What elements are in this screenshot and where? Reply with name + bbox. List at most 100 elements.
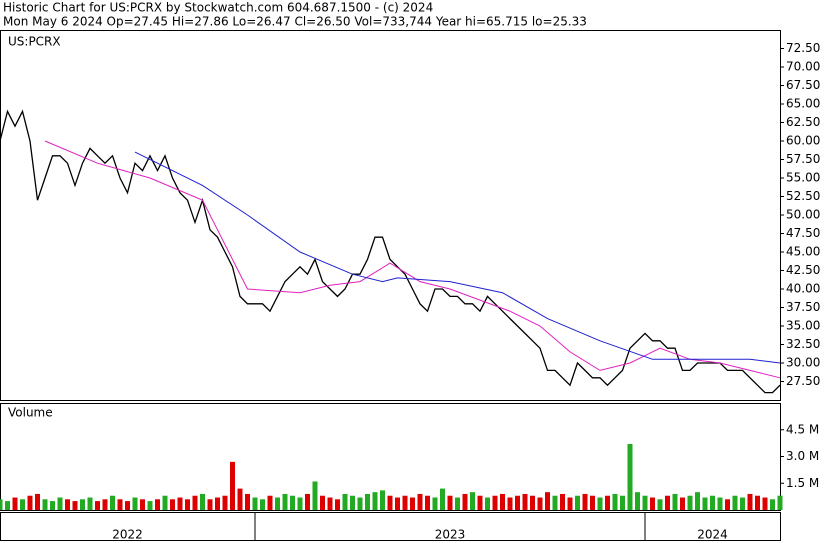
volume-bar: [177, 497, 183, 510]
volume-bar: [95, 501, 100, 510]
volume-bar: [372, 492, 378, 510]
volume-tick-label: 1.5 M: [786, 476, 819, 490]
volume-bar: [597, 497, 603, 510]
volume-bar: [312, 481, 318, 510]
y-tick-label: 32.50: [786, 337, 820, 351]
volume-bar: [50, 501, 55, 510]
volume-bar: [762, 497, 768, 510]
volume-bar: [72, 501, 78, 510]
volume-bar: [57, 497, 63, 510]
volume-bar: [657, 499, 663, 510]
volume-bar: [222, 495, 228, 510]
volume-bar: [12, 497, 18, 510]
y-tick-label: 57.50: [786, 152, 820, 166]
volume-bar: [185, 499, 190, 510]
volume-bar: [605, 495, 610, 510]
volume-bar: [327, 497, 333, 510]
volume-bar: [537, 497, 543, 510]
volume-bar: [125, 501, 130, 510]
y-tick-label: 47.50: [786, 226, 820, 240]
y-tick-label: 62.50: [786, 115, 820, 129]
y-tick-label: 70.00: [786, 60, 820, 74]
volume-bar: [612, 493, 618, 510]
volume-bar: [402, 495, 408, 510]
y-tick-label: 67.50: [786, 78, 820, 92]
volume-bar: [342, 493, 348, 510]
volume-bar: [282, 493, 288, 510]
volume-bar: [635, 492, 640, 510]
volume-bar: [365, 493, 370, 510]
volume-bar: [590, 495, 595, 510]
year-label: 2024: [697, 528, 728, 542]
volume-bar: [462, 493, 468, 510]
volume-bar: [297, 497, 303, 510]
y-tick-label: 52.50: [786, 189, 820, 203]
volume-bar: [155, 499, 160, 510]
volume-bar: [380, 490, 385, 510]
volume-bar: [717, 497, 723, 510]
y-tick-label: 50.00: [786, 208, 820, 222]
volume-bar: [470, 492, 475, 510]
volume-bar: [110, 495, 115, 510]
volume-bar: [35, 493, 40, 510]
volume-bar: [132, 497, 138, 510]
volume-bar: [642, 495, 648, 510]
volume-bar: [725, 499, 730, 510]
volume-bar: [87, 497, 93, 510]
chart-subtitle: Mon May 6 2024 Op=27.45 Hi=27.86 Lo=26.4…: [3, 15, 587, 29]
year-label: 2022: [112, 528, 143, 542]
volume-bar: [267, 495, 273, 510]
volume-bar: [192, 495, 198, 510]
volume-bar: [740, 497, 745, 510]
volume-bar: [260, 499, 265, 510]
volume-bar: [140, 499, 145, 510]
year-label: 2023: [435, 528, 466, 542]
volume-bar: [200, 493, 205, 510]
volume-label: Volume: [8, 406, 53, 420]
y-tick-label: 55.00: [786, 171, 820, 185]
y-tick-label: 30.00: [786, 356, 820, 370]
volume-bar: [417, 493, 423, 510]
y-tick-label: 60.00: [786, 134, 820, 148]
volume-bar: [215, 497, 220, 510]
volume-bar: [387, 495, 393, 510]
volume-bar: [777, 495, 783, 510]
volume-bar: [755, 495, 760, 510]
volume-bar: [702, 497, 708, 510]
volume-bar: [447, 495, 453, 510]
price-line: [0, 109, 781, 394]
volume-bar: [560, 493, 565, 510]
volume-bar: [42, 499, 48, 510]
volume-bar: [687, 495, 693, 510]
volume-bar: [350, 495, 355, 510]
y-tick-label: 35.00: [786, 319, 820, 333]
volume-bar: [395, 497, 400, 510]
volume-bar: [695, 492, 700, 510]
y-tick-label: 27.50: [786, 374, 820, 388]
volume-bar: [230, 461, 235, 510]
volume-bar: [207, 499, 213, 510]
volume-bar: [665, 495, 670, 510]
volume-bar: [492, 495, 498, 510]
volume-bar: [440, 488, 445, 510]
volume-bar: [582, 493, 588, 510]
volume-bar: [522, 493, 528, 510]
volume-bar: [545, 492, 550, 510]
volume-bar: [117, 499, 123, 510]
volume-bar: [20, 499, 25, 510]
volume-bar: [710, 495, 715, 510]
volume-bar: [485, 497, 490, 510]
volume-bar: [65, 499, 70, 510]
volume-bar: [680, 497, 685, 510]
volume-bar: [477, 495, 483, 510]
y-tick-label: 65.00: [786, 97, 820, 111]
volume-bar: [567, 497, 573, 510]
volume-bar: [245, 493, 250, 510]
volume-bar: [357, 497, 363, 510]
volume-tick-label: 3.0 M: [786, 449, 819, 463]
volume-bar: [5, 501, 10, 510]
y-tick-label: 40.00: [786, 282, 820, 296]
y-tick-label: 42.50: [786, 263, 820, 277]
